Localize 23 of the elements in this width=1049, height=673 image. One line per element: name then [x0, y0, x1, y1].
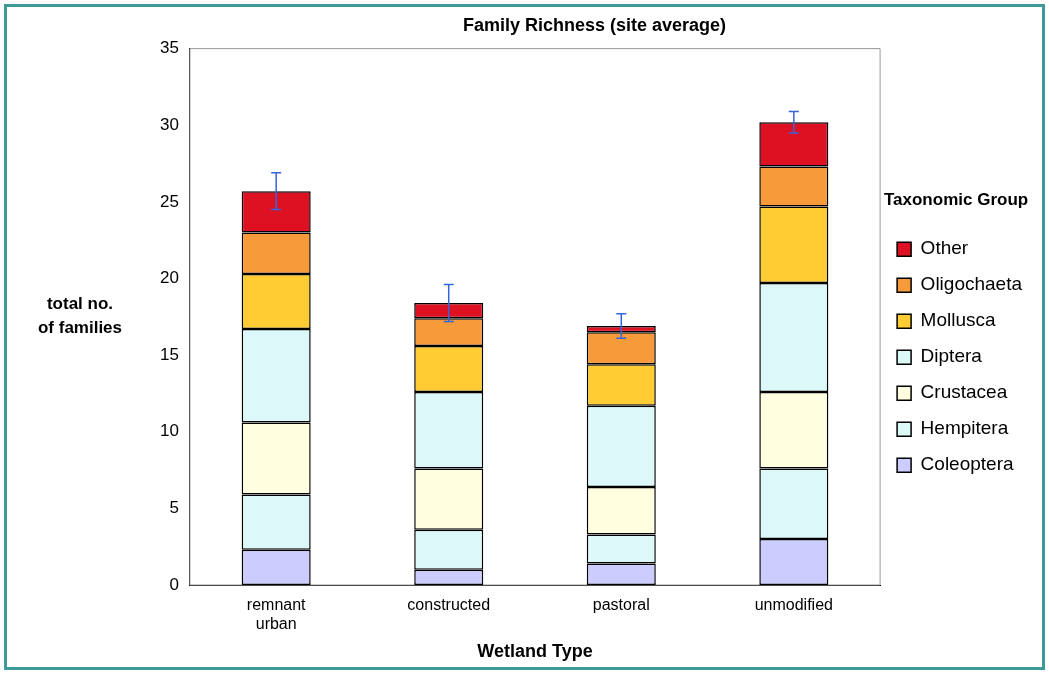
legend-label: Other — [920, 237, 969, 259]
x-tick-label: constructed — [407, 596, 491, 614]
x-axis-title: Wetland Type — [477, 641, 593, 662]
x-tick-label: unmodified — [754, 596, 833, 614]
y-tick-label: 25 — [159, 191, 179, 211]
y-tick-label: 20 — [159, 268, 179, 288]
legend-label: Crustacea — [920, 381, 1008, 403]
x-tick-label: pastoral — [592, 596, 650, 614]
legend-label: Coleoptera — [920, 453, 1014, 475]
legend-label: Oligochaeta — [920, 273, 1023, 295]
legend-label: Diptera — [920, 345, 983, 367]
y-tick-label: 0 — [169, 574, 179, 594]
legend-label: Mollusca — [920, 309, 996, 331]
y-tick-label: 15 — [159, 344, 179, 364]
y-tick-label: 35 — [159, 38, 179, 58]
chart-title: Family Richness (site average) — [462, 14, 727, 35]
legend-title: Taxonomic Group — [883, 190, 1029, 210]
y-tick-label: 30 — [159, 114, 179, 134]
y-axis-title: total no. of families — [37, 294, 123, 338]
legend-label: Hempitera — [920, 417, 1009, 439]
y-tick-label: 5 — [169, 498, 179, 518]
y-tick-label: 10 — [159, 421, 179, 441]
x-tick-label: remnant urban — [246, 596, 307, 633]
